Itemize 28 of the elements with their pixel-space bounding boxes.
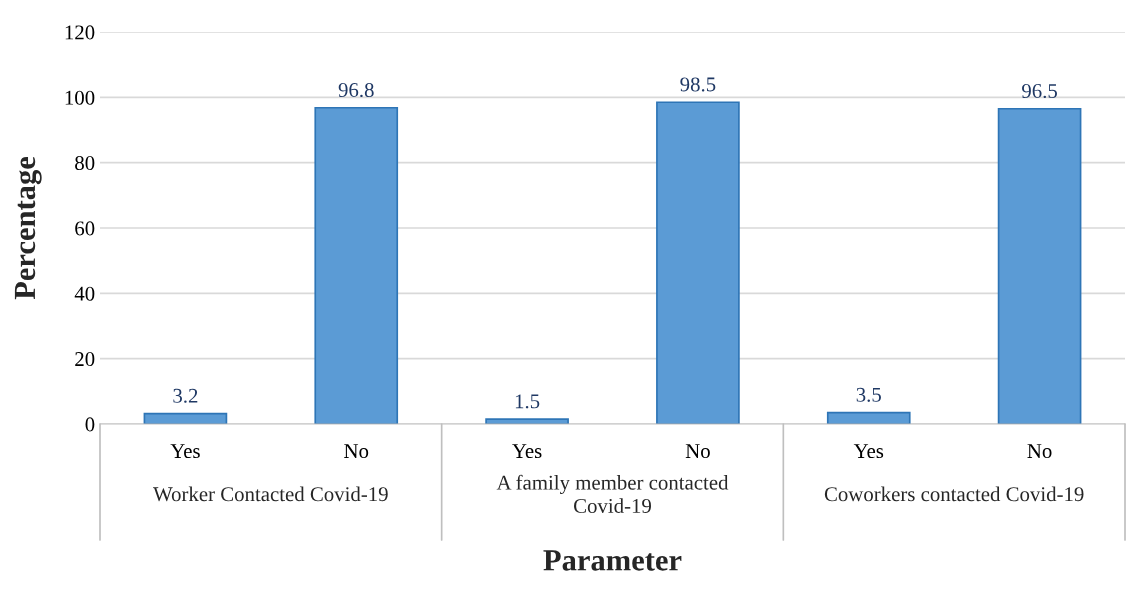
- y-tick-label: 120: [65, 25, 95, 40]
- text: A family member contacted Covid-19: [496, 474, 729, 513]
- data-label: 3.5: [856, 387, 881, 402]
- x-tick-label: No: [344, 444, 369, 459]
- data-label: 96.5: [1022, 84, 1057, 99]
- y-tick-label: 100: [65, 90, 95, 105]
- data-label: 98.5: [680, 77, 716, 92]
- y-tick-label: 60: [75, 221, 95, 236]
- data-label: 3.2: [173, 388, 198, 403]
- y-tick-label: 20: [75, 352, 95, 367]
- x-tick-label: Yes: [853, 444, 884, 459]
- data-label: 96.8: [338, 82, 374, 98]
- x-tick-label: No: [1027, 444, 1052, 459]
- y-tick-label: 80: [75, 156, 95, 171]
- bar: [656, 101, 740, 424]
- bar: [314, 106, 399, 424]
- x-tick-label: Yes: [170, 444, 200, 459]
- x-tick-label: No: [685, 444, 710, 459]
- y-tick-label: 0: [85, 417, 95, 432]
- y-axis-title: Percentage: [14, 156, 42, 300]
- y-tick-label: 40: [74, 286, 95, 301]
- text: Worker Contacted Covid-19: [153, 486, 388, 502]
- bar: [997, 107, 1082, 424]
- x-tick-label: Yes: [512, 444, 542, 459]
- x-axis-title: Parameter: [543, 550, 682, 571]
- text: Coworkers contacted Covid-19: [824, 486, 1084, 502]
- data-label: 1.5: [515, 394, 540, 409]
- bar: [826, 411, 911, 424]
